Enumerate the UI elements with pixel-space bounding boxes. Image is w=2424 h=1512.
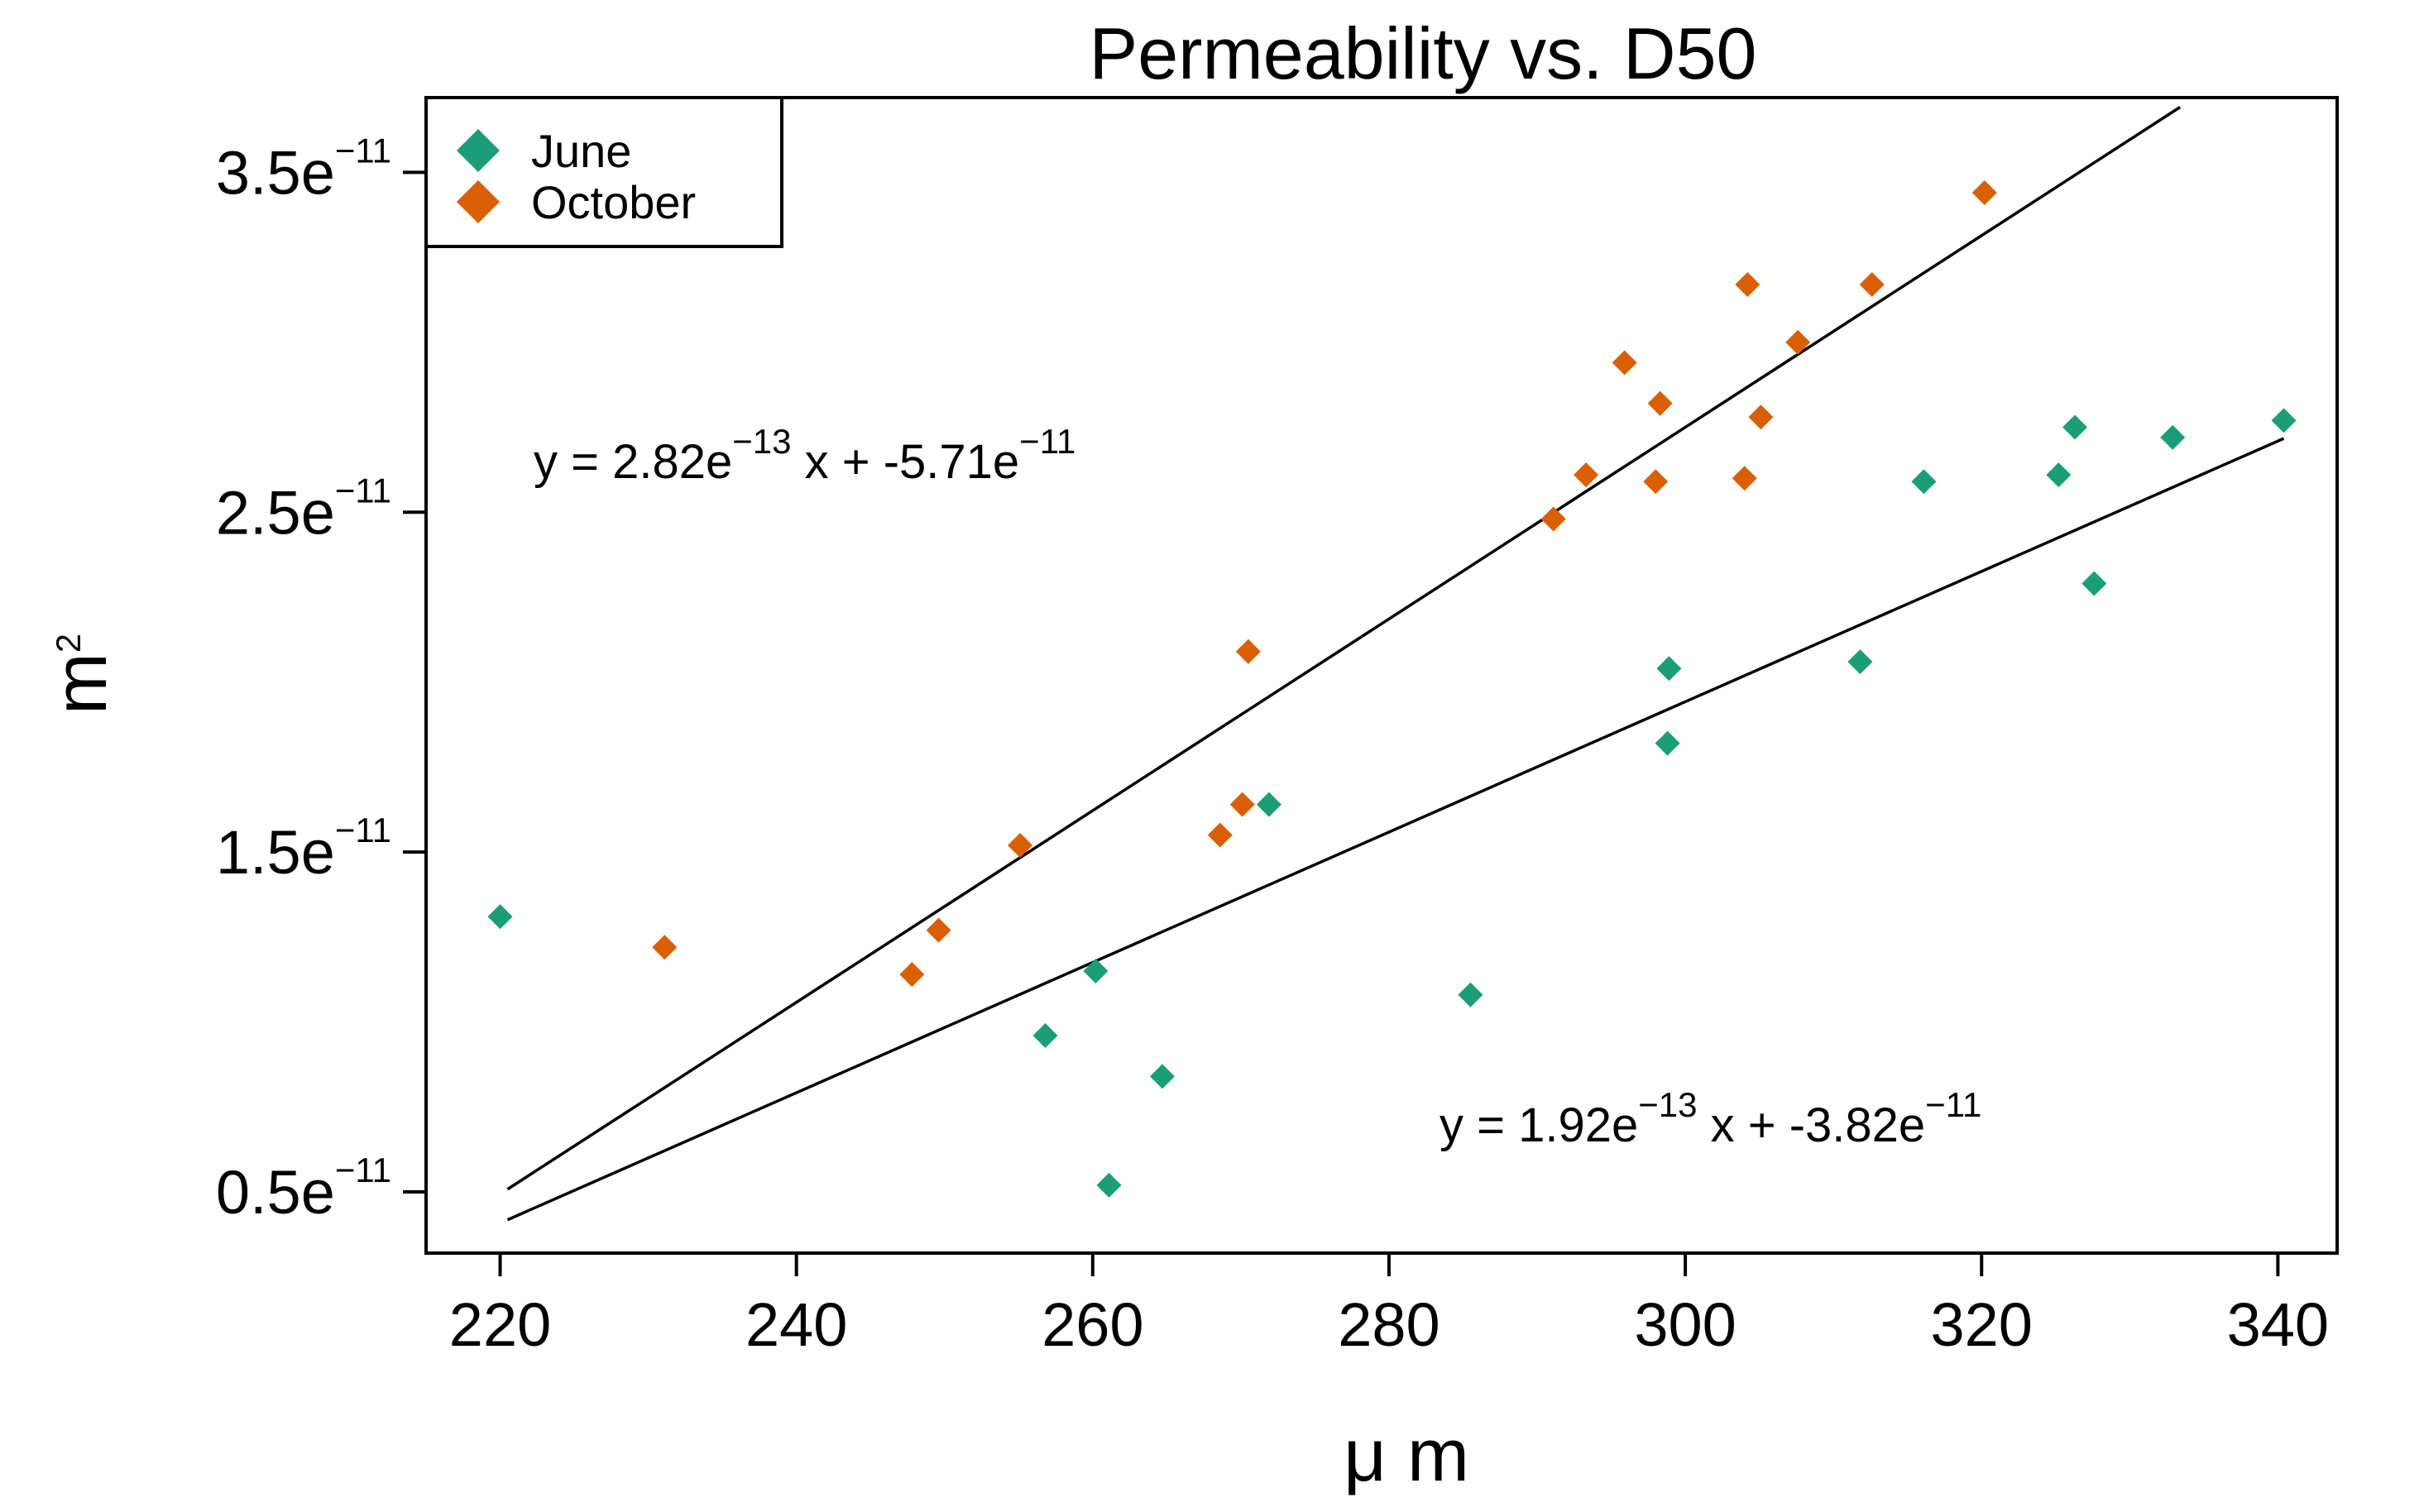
data-point-june — [1911, 469, 1937, 495]
data-point-october — [1859, 271, 1885, 297]
y-axis-title-base: m — [40, 653, 122, 715]
y-tick-exponent: −11 — [335, 131, 391, 170]
data-point-june — [1847, 649, 1873, 675]
data-point-october — [1540, 506, 1566, 532]
data-point-october — [652, 935, 678, 960]
fit-equation-june: y = 1.92e−13 x + -3.82e−11 — [1440, 1085, 1981, 1152]
data-point-june — [2046, 462, 2072, 488]
legend-box — [424, 96, 783, 248]
chart-title: Permeability vs. D50 — [1090, 12, 1757, 94]
data-point-october — [926, 917, 951, 943]
data-point-june — [2081, 571, 2107, 596]
data-point-june — [1655, 730, 1680, 756]
fit-lines — [506, 106, 2285, 1222]
y-tick-mantissa: 0.5e — [216, 1158, 335, 1227]
fit-equations: y = 1.92e−13 x + -3.82e−11y = 2.82e−13 x… — [534, 422, 1981, 1152]
x-tick-label: 220 — [449, 1290, 551, 1359]
x-tick-label: 260 — [1042, 1290, 1143, 1359]
data-point-october — [1612, 350, 1637, 376]
x-tick-label: 300 — [1634, 1290, 1736, 1359]
legend-marker-june — [457, 129, 500, 172]
y-tick-label: 2.5e−11 — [216, 471, 391, 547]
legend-label-october: October — [531, 176, 696, 228]
data-point-october — [1574, 462, 1599, 488]
data-point-october — [1647, 390, 1673, 416]
data-point-october — [1207, 822, 1233, 848]
fit-line-june — [506, 437, 2285, 1222]
x-axis: 220 240 260 280 300 320 340 — [449, 1253, 2329, 1359]
data-point-october — [1008, 832, 1033, 858]
plot-area-frame — [424, 96, 2339, 1255]
svg-text:m2: m2 — [40, 634, 122, 715]
data-point-june — [1096, 1172, 1122, 1198]
equation-intercept-exponent: −11 — [1019, 422, 1075, 461]
data-point-october — [899, 962, 925, 988]
data-point-june — [2271, 408, 2297, 433]
data-point-june — [487, 904, 513, 930]
fit-equation-october: y = 2.82e−13 x + -5.71e−11 — [534, 422, 1075, 489]
y-tick-label: 0.5e−11 — [216, 1151, 391, 1227]
equation-intercept: x + -3.82e — [1698, 1098, 1926, 1152]
data-point-june — [1083, 958, 1109, 983]
equation-slope-exponent: −13 — [732, 422, 791, 461]
data-point-june — [1656, 656, 1682, 682]
y-axis-title-superscript: 2 — [49, 634, 88, 653]
y-axis-title: m2 — [40, 634, 122, 715]
y-tick-mantissa: 2.5e — [216, 478, 335, 547]
equation-slope: y = 2.82e — [534, 435, 732, 489]
y-tick-exponent: −11 — [335, 811, 391, 849]
data-point-october — [1971, 180, 1997, 206]
data-point-october — [1735, 271, 1761, 297]
data-point-june — [1458, 982, 1483, 1007]
legend-marker-october — [457, 180, 500, 223]
x-tick-label: 340 — [2227, 1290, 2329, 1359]
equation-intercept: x + -5.71e — [792, 435, 1020, 489]
data-point-october — [1785, 329, 1811, 355]
data-points — [487, 180, 2297, 1198]
y-tick-exponent: −11 — [335, 471, 391, 510]
fit-line-october — [506, 106, 2182, 1191]
x-tick-label: 240 — [745, 1290, 847, 1359]
x-axis-title: μ m — [1344, 1414, 1469, 1497]
data-point-june — [2062, 414, 2088, 440]
data-point-october — [1229, 792, 1255, 817]
x-tick-label: 320 — [1930, 1290, 2032, 1359]
y-tick-mantissa: 1.5e — [216, 818, 335, 887]
x-tick-label: 280 — [1338, 1290, 1440, 1359]
y-axis: 0.5e−111.5e−112.5e−113.5e−11 — [216, 131, 426, 1227]
equation-slope-exponent: −13 — [1638, 1085, 1697, 1124]
equation-slope: y = 1.92e — [1440, 1098, 1638, 1152]
data-point-october — [1643, 469, 1669, 495]
data-point-june — [1149, 1064, 1175, 1089]
data-point-june — [2160, 424, 2186, 450]
data-point-october — [1732, 466, 1757, 491]
y-tick-label: 3.5e−11 — [216, 131, 391, 207]
data-point-june — [1256, 792, 1281, 817]
data-point-october — [1235, 639, 1261, 664]
legend-label-june: June — [531, 125, 631, 177]
equation-intercept-exponent: −11 — [1925, 1085, 1981, 1124]
y-tick-exponent: −11 — [335, 1151, 391, 1189]
y-tick-label: 1.5e−11 — [216, 811, 391, 887]
y-tick-mantissa: 3.5e — [216, 138, 335, 207]
data-point-june — [1032, 1023, 1058, 1049]
data-point-october — [1748, 404, 1774, 430]
